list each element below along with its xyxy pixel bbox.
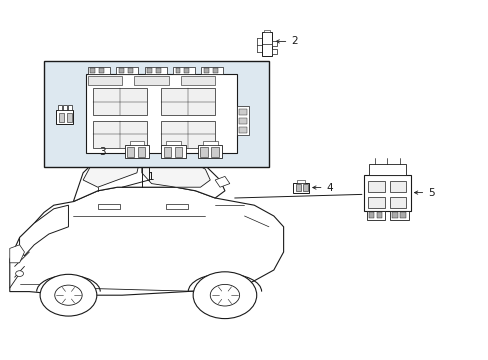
Bar — [93, 88, 146, 115]
Bar — [68, 105, 72, 110]
Bar — [174, 147, 182, 157]
Polygon shape — [10, 187, 283, 295]
Bar — [124, 145, 149, 158]
Bar — [58, 105, 61, 110]
Polygon shape — [10, 245, 24, 263]
Bar — [88, 76, 122, 85]
Bar — [400, 212, 405, 218]
Polygon shape — [142, 151, 210, 187]
Circle shape — [16, 271, 23, 276]
Bar — [88, 67, 110, 74]
Bar — [368, 212, 373, 218]
Bar — [59, 113, 64, 122]
Bar — [63, 105, 67, 110]
Bar — [147, 68, 152, 73]
Bar — [66, 113, 72, 122]
Bar — [181, 76, 215, 85]
Circle shape — [55, 285, 82, 305]
Bar — [367, 197, 384, 208]
Bar — [116, 67, 138, 74]
Bar — [138, 147, 145, 157]
Bar — [175, 68, 180, 73]
Bar — [238, 127, 247, 133]
Bar — [161, 121, 215, 148]
Circle shape — [40, 274, 97, 316]
Bar — [156, 68, 161, 73]
Bar — [211, 147, 218, 157]
Bar — [134, 76, 168, 85]
Bar — [90, 68, 95, 73]
Bar — [98, 204, 120, 209]
Bar — [272, 41, 277, 46]
Bar — [144, 67, 166, 74]
Bar — [203, 141, 217, 145]
Polygon shape — [215, 176, 229, 187]
Bar — [200, 147, 207, 157]
Bar — [119, 68, 123, 73]
Text: 4: 4 — [326, 183, 333, 193]
Bar — [237, 106, 249, 135]
Bar — [297, 180, 305, 183]
Bar — [212, 68, 217, 73]
Circle shape — [210, 284, 239, 306]
Text: 2: 2 — [290, 36, 297, 46]
Polygon shape — [73, 148, 224, 202]
Bar — [44, 61, 268, 167]
Bar — [85, 74, 237, 153]
Bar — [99, 68, 104, 73]
Bar — [376, 212, 382, 218]
Text: 3: 3 — [99, 147, 105, 157]
Bar — [173, 67, 195, 74]
Bar — [391, 212, 397, 218]
Bar — [389, 197, 406, 208]
Circle shape — [193, 272, 256, 319]
Bar — [166, 204, 188, 209]
Bar — [166, 141, 181, 145]
Bar — [127, 147, 134, 157]
Bar — [261, 32, 272, 56]
Text: 5: 5 — [427, 188, 434, 198]
Bar — [127, 68, 132, 73]
Bar — [238, 118, 247, 124]
Bar — [389, 181, 406, 192]
Bar — [56, 110, 73, 124]
Bar — [238, 109, 247, 115]
Text: 1: 1 — [148, 172, 155, 182]
Bar — [184, 68, 189, 73]
Bar — [201, 67, 223, 74]
Bar — [129, 141, 144, 145]
Bar — [264, 30, 269, 32]
Bar — [303, 184, 307, 191]
Bar — [364, 175, 410, 211]
Bar — [367, 181, 384, 192]
Bar — [161, 88, 215, 115]
Bar — [272, 49, 277, 54]
Bar — [203, 68, 208, 73]
Bar — [93, 121, 146, 148]
Bar — [389, 211, 408, 220]
Bar — [198, 145, 222, 158]
Bar — [161, 145, 185, 158]
Polygon shape — [83, 151, 142, 187]
Bar — [368, 164, 405, 175]
Polygon shape — [20, 205, 68, 256]
Bar — [295, 184, 300, 191]
Bar — [163, 147, 171, 157]
Bar — [293, 183, 308, 193]
Bar — [366, 211, 385, 220]
